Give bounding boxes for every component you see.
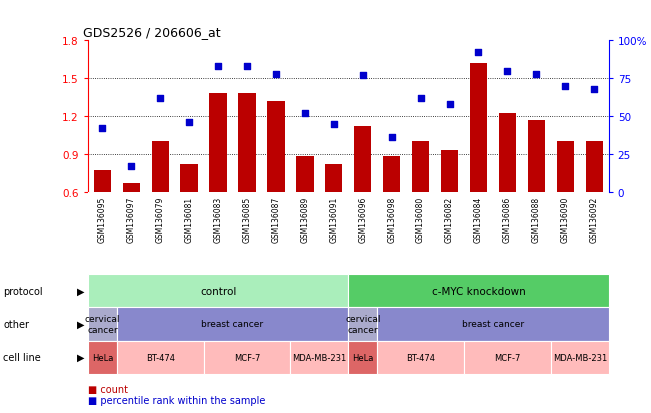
Text: cervical
cancer: cervical cancer <box>85 315 120 334</box>
Bar <box>528 121 545 192</box>
Text: GSM136084: GSM136084 <box>474 196 483 242</box>
Text: GSM136086: GSM136086 <box>503 196 512 242</box>
Text: MCF-7: MCF-7 <box>494 353 521 362</box>
Text: GSM136087: GSM136087 <box>271 196 281 242</box>
Bar <box>180 164 198 192</box>
Text: c-MYC knockdown: c-MYC knockdown <box>432 286 525 296</box>
Point <box>560 83 570 90</box>
Point <box>299 110 310 117</box>
Text: GSM136083: GSM136083 <box>214 196 223 242</box>
Text: cervical
cancer: cervical cancer <box>345 315 380 334</box>
Bar <box>94 171 111 192</box>
Text: control: control <box>200 286 236 296</box>
Bar <box>122 183 140 192</box>
Text: GSM136089: GSM136089 <box>300 196 309 242</box>
Bar <box>585 142 603 192</box>
Point <box>445 101 455 108</box>
Text: GSM136091: GSM136091 <box>329 196 339 242</box>
Point <box>126 163 137 170</box>
Text: breast cancer: breast cancer <box>202 320 264 329</box>
Text: GSM136098: GSM136098 <box>387 196 396 242</box>
Text: GSM136095: GSM136095 <box>98 196 107 242</box>
Point <box>271 71 281 78</box>
Point <box>531 71 542 78</box>
Text: BT-474: BT-474 <box>406 353 435 362</box>
Text: GSM136082: GSM136082 <box>445 196 454 242</box>
Text: GSM136090: GSM136090 <box>561 196 570 242</box>
Point <box>329 121 339 128</box>
Point <box>415 95 426 102</box>
Point <box>387 135 397 141</box>
Bar <box>296 157 314 192</box>
Text: GSM136088: GSM136088 <box>532 196 541 242</box>
Text: breast cancer: breast cancer <box>462 320 524 329</box>
Point <box>473 50 484 57</box>
Text: BT-474: BT-474 <box>146 353 174 362</box>
Text: ▶: ▶ <box>77 352 85 362</box>
Bar <box>152 142 169 192</box>
Bar <box>354 127 372 192</box>
Text: ▶: ▶ <box>77 286 85 296</box>
Bar <box>470 64 487 192</box>
Bar <box>210 94 227 192</box>
Text: ■ percentile rank within the sample: ■ percentile rank within the sample <box>88 395 265 405</box>
Point <box>242 64 252 70</box>
Bar <box>268 102 284 192</box>
Text: MCF-7: MCF-7 <box>234 353 260 362</box>
Bar <box>557 142 574 192</box>
Point <box>213 64 223 70</box>
Text: GSM136079: GSM136079 <box>156 196 165 242</box>
Text: GSM136092: GSM136092 <box>590 196 599 242</box>
Text: ■ count: ■ count <box>88 385 128 394</box>
Text: HeLa: HeLa <box>352 353 374 362</box>
Point <box>184 119 195 126</box>
Text: cell line: cell line <box>3 352 41 362</box>
Text: GSM136080: GSM136080 <box>416 196 425 242</box>
Text: GSM136096: GSM136096 <box>358 196 367 242</box>
Point <box>97 126 107 132</box>
Bar <box>441 151 458 192</box>
Point <box>589 86 600 93</box>
Text: GDS2526 / 206606_at: GDS2526 / 206606_at <box>83 26 220 39</box>
Point <box>357 73 368 79</box>
Text: HeLa: HeLa <box>92 353 113 362</box>
Bar <box>238 94 256 192</box>
Bar <box>325 164 342 192</box>
Text: protocol: protocol <box>3 286 43 296</box>
Bar <box>383 157 400 192</box>
Bar <box>412 142 429 192</box>
Text: MDA-MB-231: MDA-MB-231 <box>553 353 607 362</box>
Text: other: other <box>3 319 29 329</box>
Point <box>502 68 512 75</box>
Text: GSM136097: GSM136097 <box>127 196 136 242</box>
Bar <box>499 114 516 192</box>
Text: GSM136081: GSM136081 <box>185 196 193 242</box>
Point <box>155 95 165 102</box>
Text: GSM136085: GSM136085 <box>243 196 251 242</box>
Text: MDA-MB-231: MDA-MB-231 <box>292 353 346 362</box>
Text: ▶: ▶ <box>77 319 85 329</box>
